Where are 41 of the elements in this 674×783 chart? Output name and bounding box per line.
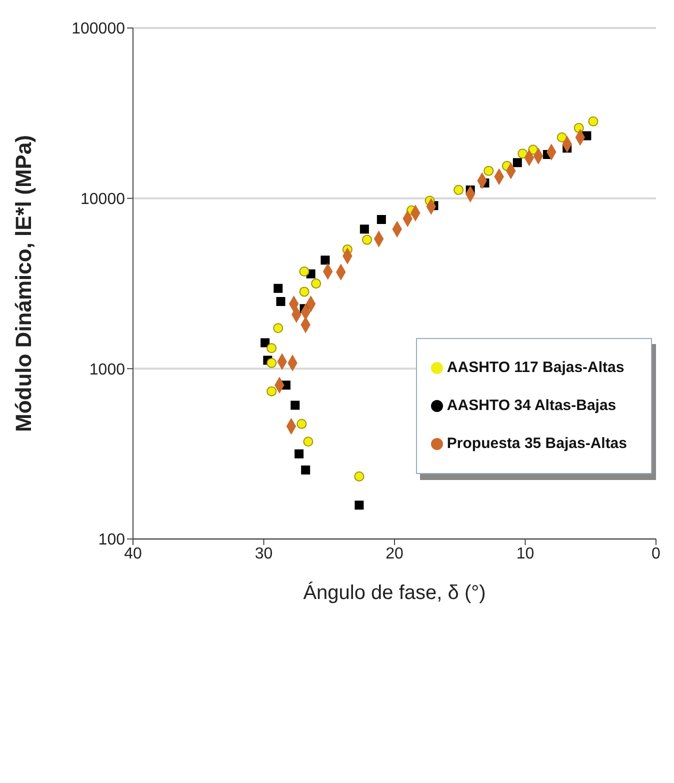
y-tick-label: 10000: [80, 191, 126, 208]
point: [299, 266, 310, 276]
point: [362, 234, 372, 245]
point: [556, 132, 567, 142]
point: [376, 215, 386, 224]
point: [294, 449, 304, 458]
y-tick-label: 1000: [89, 361, 126, 378]
point: [260, 338, 270, 348]
point: [320, 256, 330, 265]
x-tick-label: 20: [386, 545, 404, 562]
x-tick-label: 10: [516, 545, 534, 562]
x-tick-label: 30: [254, 545, 273, 562]
x-tick-label: 40: [124, 545, 142, 562]
point: [303, 436, 314, 447]
point: [311, 278, 322, 289]
legend-label: Propuesta 35 Bajas-Altas: [446, 435, 627, 452]
y-tick-label: 100000: [72, 20, 126, 38]
point: [266, 358, 277, 368]
point: [454, 184, 464, 195]
point: [276, 296, 286, 306]
x-tick-label: 0: [652, 545, 661, 562]
legend-label: AASHTO 34 Altas-Bajas: [446, 397, 616, 414]
point: [273, 323, 284, 334]
point: [518, 148, 528, 159]
point: [484, 166, 494, 176]
point: [290, 400, 300, 410]
point: [588, 116, 598, 126]
legend-label: AASHTO 117 Bajas-Altas: [446, 359, 624, 376]
point: [301, 466, 310, 475]
point: [266, 343, 277, 354]
point: [266, 386, 277, 396]
point: [512, 158, 522, 168]
point: [360, 224, 369, 234]
y-axis-title: Módulo Dinámico, lE*l (MPa): [10, 134, 36, 432]
point: [354, 471, 364, 482]
point: [299, 286, 310, 297]
point: [296, 418, 307, 429]
y-tick-label: 100: [98, 532, 126, 549]
point: [274, 284, 283, 293]
x-axis-title: Ángulo de fase, δ (°): [303, 581, 486, 604]
point: [354, 500, 364, 510]
